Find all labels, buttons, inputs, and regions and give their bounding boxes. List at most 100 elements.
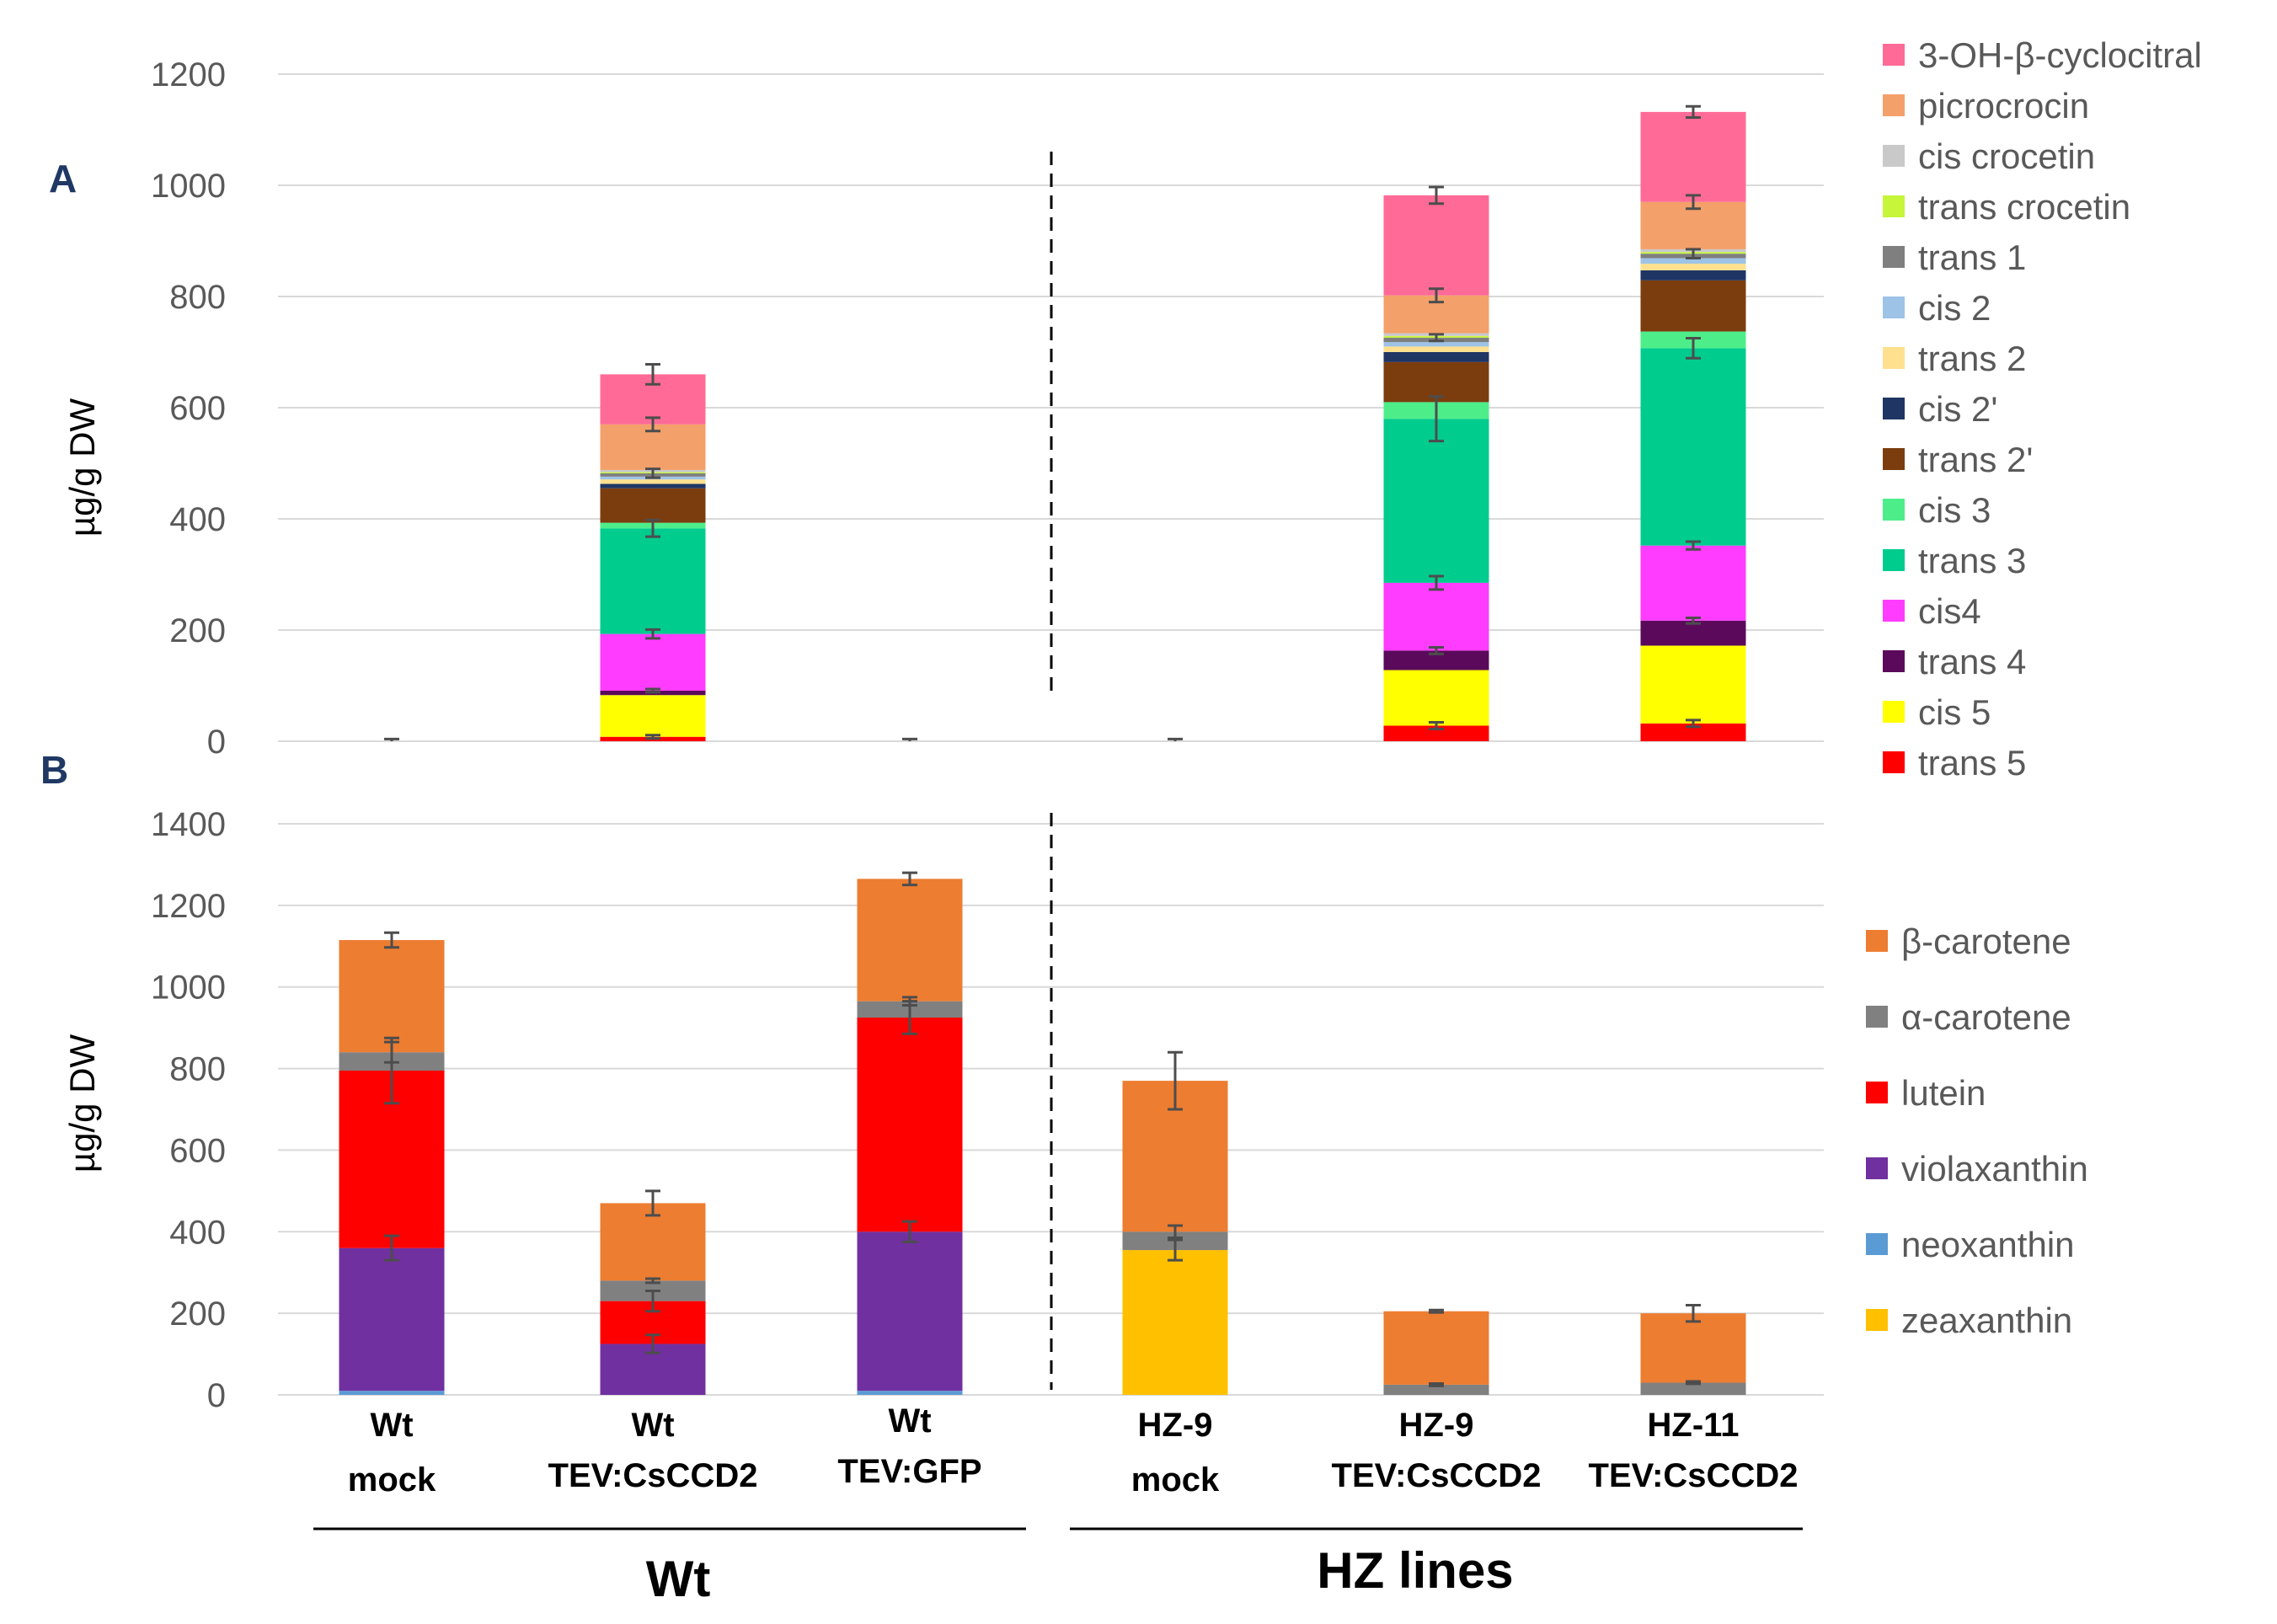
x-label-5-line1: HZ-9: [1399, 1407, 1474, 1444]
x-label-2-line1: Wt: [631, 1407, 674, 1444]
panel-a-bar-hz-9-tev-csccd2-trans-3: [1383, 419, 1489, 583]
panel-a-error-bar-wt-tev-csccd2-trans-4: [645, 687, 660, 694]
panel-b-error-bar-wt-tev-csccd2-violaxanthin: [645, 1333, 660, 1354]
group-label-hz: HZ lines: [1317, 1542, 1513, 1599]
panel-b-error-bar-wt-tev-gfp-alpha-carotene: [902, 996, 917, 1007]
x-label-2-line2: TEV:CsCCD2: [548, 1457, 758, 1494]
panel-a-error-bar-hz-9-tev-csccd2-trans-4: [1429, 645, 1444, 655]
panel-a-bar-hz-11-tev-csccd2-trans-2: [1640, 264, 1746, 270]
legend-b-swatch-violaxanthin: [1866, 1157, 1888, 1179]
legend-a-swatch-trans-1: [1883, 246, 1905, 268]
panel-a-error-bar-hz-11-tev-csccd2-trans-4: [1686, 616, 1701, 625]
panel-b-bar-wt-mock-neoxanthin: [339, 1391, 445, 1395]
x-label-3-line1: Wt: [888, 1402, 931, 1440]
legend-b-item-violaxanthin: violaxanthin: [1866, 1149, 2088, 1189]
panel-a-bars: [600, 111, 1746, 741]
legend-a-swatch-trans-2: [1883, 347, 1905, 369]
panel-a-error-bar-wt-tev-csccd2-trans-1: [645, 467, 660, 479]
panel-a-y-tick-400: 400: [169, 501, 226, 538]
panel-a-bar-wt-tev-csccd2-cis4: [600, 633, 706, 691]
panel-a-y-ticks: 0 200 400 600 800 1000 1200: [151, 56, 226, 761]
panel-a-error-bar-hz-11-tev-csccd2-trans-3: [1686, 337, 1701, 360]
legend-b-item-beta-carotene: β-carotene: [1866, 922, 2071, 961]
panel-a-y-tick-600: 600: [169, 390, 226, 427]
panel-b-bar-wt-tev-gfp-neoxanthin: [857, 1391, 963, 1395]
legend-b-item-neoxanthin: neoxanthin: [1866, 1225, 2075, 1264]
legend-a-label-3-oh-beta-cyclocitral: 3-OH-β-cyclocitral: [1918, 35, 2202, 75]
panel-b-error-bar-wt-tev-csccd2-alpha-carotene: [645, 1277, 660, 1285]
legend-a-item-cis-2: cis 2: [1883, 288, 1991, 328]
legend-a-label-trans-4: trans 4: [1918, 642, 2026, 681]
panel-b-error-bar-wt-tev-gfp-beta-carotene: [902, 871, 917, 887]
panel-b-error-bar-wt-tev-csccd2-beta-carotene: [645, 1189, 660, 1217]
panel-a-bar-wt-tev-csccd2-trans-2: [600, 488, 706, 523]
panel-b-y-tick-800: 800: [169, 1051, 226, 1088]
x-label-4-line2: mock: [1131, 1461, 1220, 1498]
x-label-3-line2: TEV:GFP: [837, 1453, 981, 1490]
legend-a-swatch-cis4: [1883, 600, 1905, 622]
legend-a-item-trans-2: trans 2': [1883, 440, 2033, 479]
legend-a-label-cis-crocetin: cis crocetin: [1918, 136, 2095, 176]
panel-b-bar-wt-mock-beta-carotene: [339, 940, 445, 1053]
legend-a-label-cis-5: cis 5: [1918, 692, 1991, 732]
panel-a-bar-hz-11-tev-csccd2-cis-2: [1640, 270, 1746, 280]
panel-b-error-bars: [384, 871, 1701, 1387]
panel-a-y-tick-1000: 1000: [151, 168, 226, 205]
panel-b-error-bar-wt-mock-violaxanthin: [384, 1234, 399, 1262]
panel-b-y-ticks: 0 200 400 600 800 1000 1200 1400: [151, 806, 226, 1414]
legend-b-swatch-alpha-carotene: [1866, 1006, 1888, 1028]
legend-a-swatch-3-oh-beta-cyclocitral: [1883, 44, 1905, 66]
legend-a-label-cis-2: cis 2': [1918, 389, 1997, 429]
panel-b-bar-wt-tev-gfp-violaxanthin: [857, 1231, 963, 1392]
legend-a-item-trans-1: trans 1: [1883, 238, 2026, 277]
panel-a-bar-hz-11-tev-csccd2-trans-3: [1640, 348, 1746, 546]
legend-a-item-cis-5: cis 5: [1883, 692, 1991, 732]
legend-b-label-alpha-carotene: α-carotene: [1901, 997, 2071, 1037]
panel-a-error-bar-hz-9-tev-csccd2-trans-1: [1429, 333, 1444, 343]
panel-b-bar-wt-tev-gfp-beta-carotene: [857, 879, 963, 1002]
legend-a-swatch-cis-2: [1883, 296, 1905, 318]
legend-a-item-picrocrocin: picrocrocin: [1883, 86, 2089, 126]
panel-a-bar-hz-9-tev-csccd2-cis-5: [1383, 670, 1489, 726]
legend-a-item-trans-5: trans 5: [1883, 743, 2026, 783]
panel-a-error-bar-wt-tev-csccd2-cis4: [645, 628, 660, 640]
panel-a-y-axis-title: µg/g DW: [62, 398, 102, 537]
legend-b-swatch-lutein: [1866, 1082, 1888, 1103]
panel-b-y-tick-600: 600: [169, 1132, 226, 1169]
panel-a-error-bar-hz-11-tev-csccd2-3-oh-beta-cyclocitral: [1686, 104, 1701, 119]
legend-b-label-lutein: lutein: [1901, 1073, 1986, 1113]
panel-b-y-axis-title: µg/g DW: [62, 1034, 102, 1173]
legend-a-swatch-trans-3: [1883, 549, 1905, 571]
panel-a-bar-wt-tev-csccd2-trans-2: [600, 479, 706, 484]
panel-b-error-bar-wt-tev-csccd2-lutein: [645, 1290, 660, 1313]
panel-b-error-bar-wt-mock-alpha-carotene: [384, 1040, 399, 1064]
panel-a-label: A: [49, 157, 77, 200]
panel-b-label: B: [40, 748, 68, 792]
x-label-1-line1: Wt: [370, 1407, 413, 1444]
legend-a-item-cis-3: cis 3: [1883, 490, 1991, 530]
legend-b-item-lutein: lutein: [1866, 1073, 1986, 1113]
panel-a-bar-hz-9-tev-csccd2-trans-5: [1383, 725, 1489, 741]
panel-b-error-bar-hz-11-tev-csccd2-beta-carotene: [1686, 1303, 1701, 1323]
panel-a-error-bar-hz-9-tev-csccd2-trans-5: [1429, 721, 1444, 730]
panel-b-bar-hz-9-mock-zeaxanthin: [1122, 1250, 1228, 1395]
x-label-6-line1: HZ-11: [1648, 1407, 1740, 1444]
legend-a-label-trans-5: trans 5: [1918, 743, 2026, 783]
panel-a-bar-wt-tev-csccd2-cis-2: [600, 483, 706, 489]
panel-b-y-tick-1000: 1000: [151, 970, 226, 1007]
legend-a-label-trans-2: trans 2: [1918, 339, 2026, 378]
panel-b-bar-hz-9-tev-csccd2-alpha-carotene: [1383, 1384, 1489, 1395]
legend-a-item-trans-3: trans 3: [1883, 541, 2026, 580]
legend-a-label-trans-1: trans 1: [1918, 238, 2026, 277]
legend-b-swatch-zeaxanthin: [1866, 1309, 1888, 1331]
panel-a-bar-hz-9-tev-csccd2-trans-2: [1383, 346, 1489, 352]
panel-b-error-bar-hz-9-tev-csccd2-beta-carotene: [1429, 1308, 1444, 1314]
panel-a-bar-hz-9-tev-csccd2-cis-2: [1383, 352, 1489, 362]
panel-a-error-bar-hz-11-tev-csccd2-trans-1: [1686, 248, 1701, 259]
legend-a-label-trans-2: trans 2': [1918, 440, 2033, 479]
panel-a-error-bar-hz-9-mock-zero: [1168, 737, 1183, 741]
panel-a-error-bar-wt-tev-gfp-zero: [902, 737, 917, 741]
legend-a-swatch-trans-crocetin: [1883, 195, 1905, 217]
panel-a-bar-hz-11-tev-csccd2-cis-2: [1640, 258, 1746, 264]
